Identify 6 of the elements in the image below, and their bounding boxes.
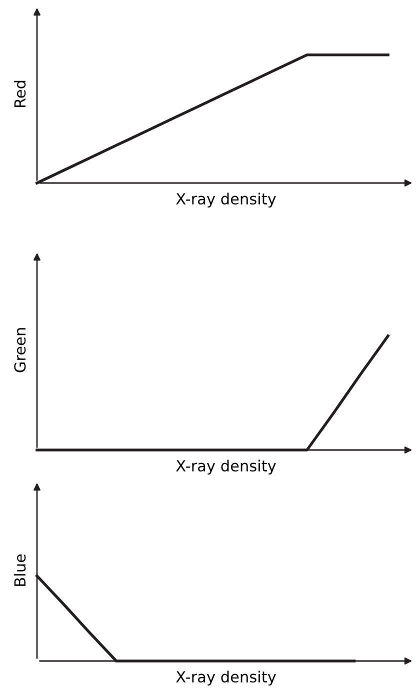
x-axis-title: X-ray density <box>176 670 276 686</box>
y-axis-title: Blue <box>14 554 26 586</box>
y-axis-title: Red <box>14 80 26 108</box>
y-axis-title: Green <box>14 328 26 372</box>
x-axis-title: X-ray density <box>176 192 276 208</box>
x-axis-title: X-ray density <box>176 460 276 475</box>
